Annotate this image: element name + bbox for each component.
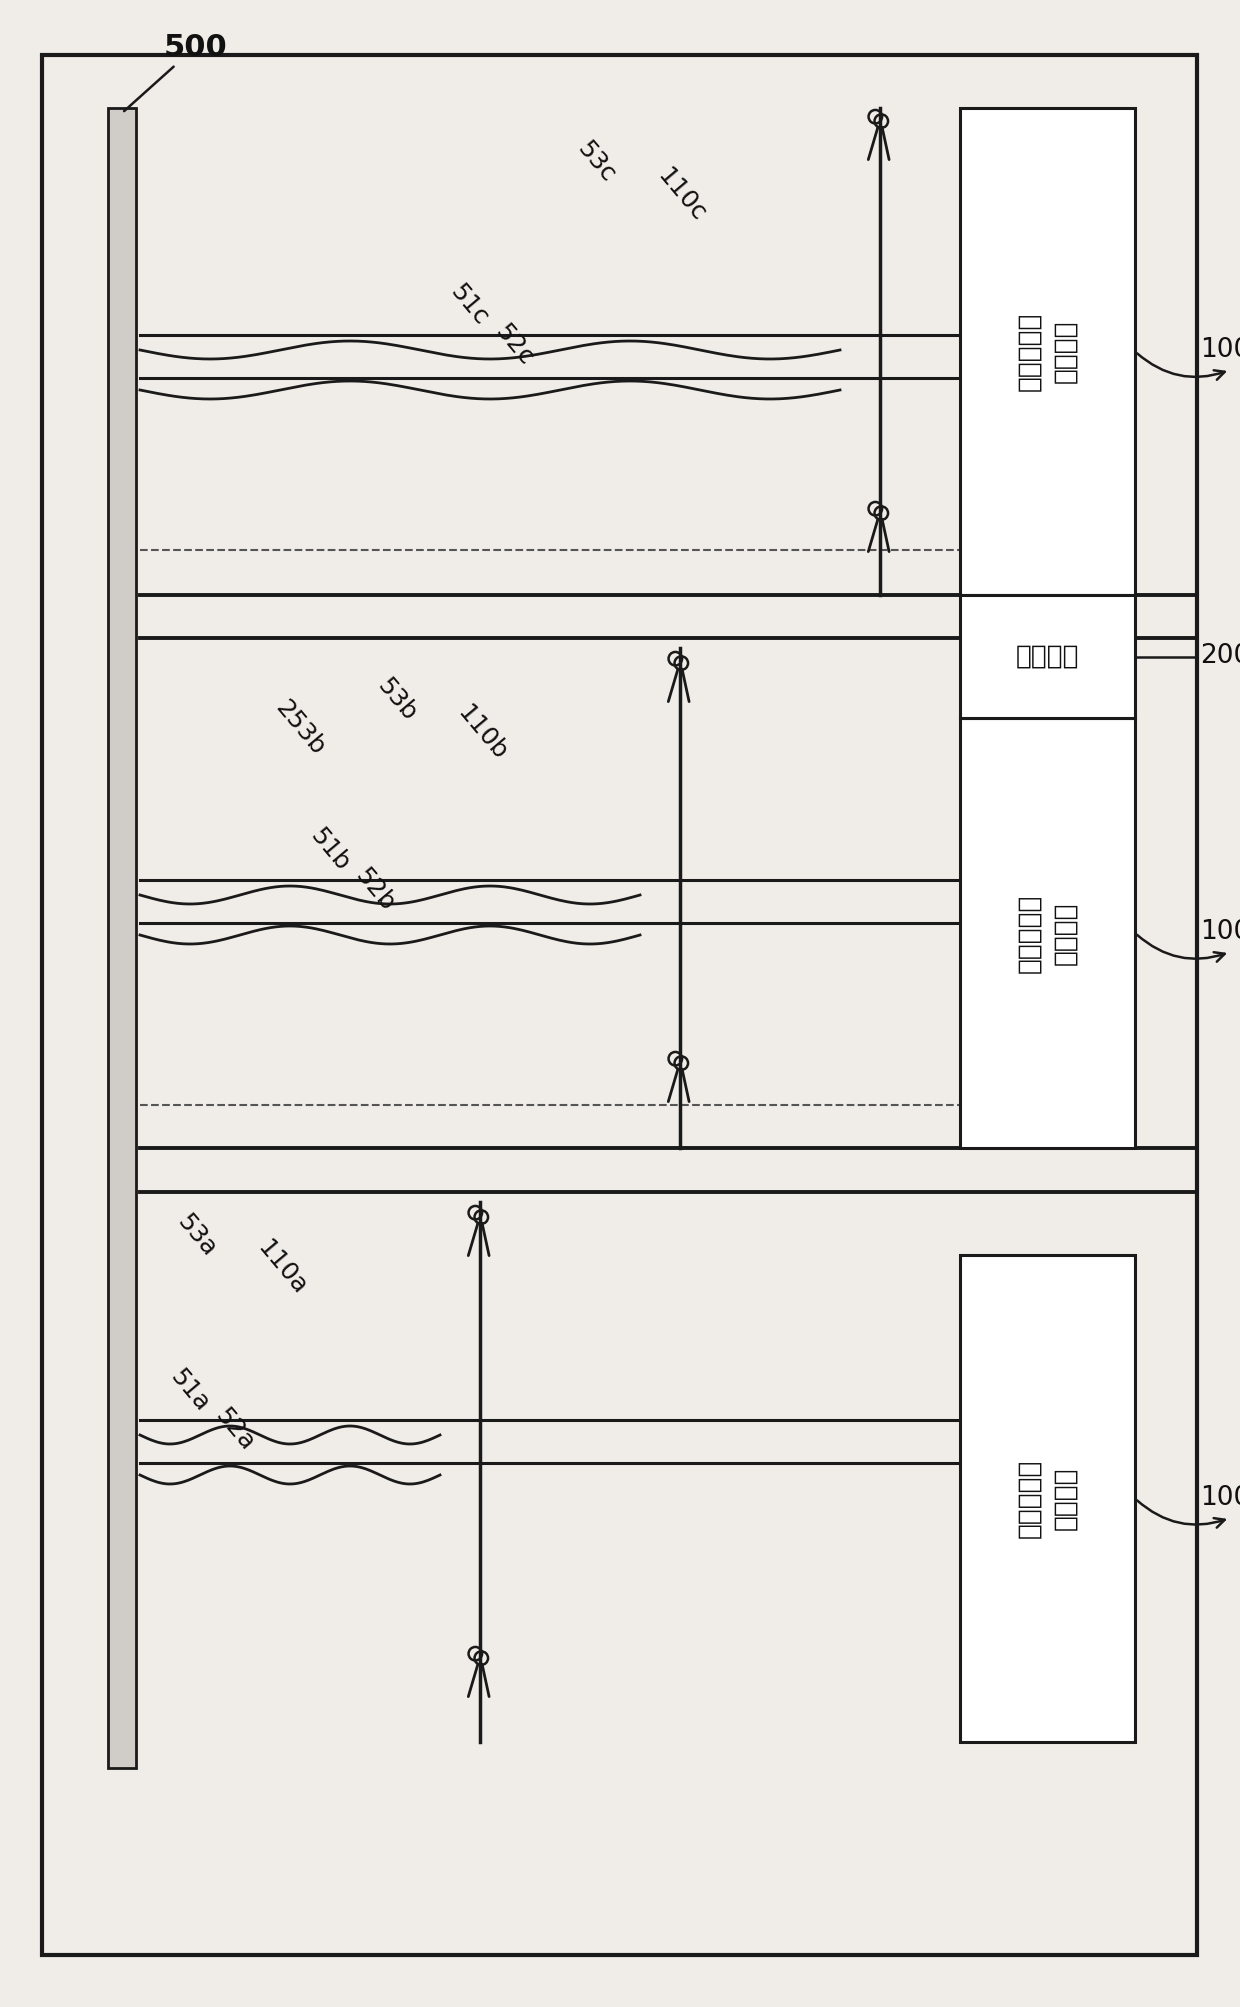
- Text: 52a: 52a: [210, 1405, 259, 1455]
- Bar: [960, 594, 1135, 719]
- Text: 51a: 51a: [165, 1365, 213, 1415]
- Text: 电动液压的
制动装备: 电动液压的 制动装备: [1017, 311, 1079, 391]
- Text: 100a: 100a: [1200, 1485, 1240, 1511]
- Bar: [108, 108, 136, 1768]
- Text: 100c: 100c: [1200, 337, 1240, 363]
- Text: 51c: 51c: [445, 279, 492, 329]
- FancyArrowPatch shape: [1137, 935, 1225, 961]
- Bar: [960, 719, 1135, 1148]
- Text: 51b: 51b: [305, 825, 353, 875]
- Text: 52c: 52c: [490, 319, 538, 369]
- Text: 53c: 53c: [572, 136, 620, 187]
- Text: 附加模块: 附加模块: [1016, 644, 1079, 670]
- Text: 110b: 110b: [453, 700, 511, 765]
- Text: 110c: 110c: [652, 165, 709, 227]
- Text: 52b: 52b: [350, 865, 399, 915]
- Text: 100b: 100b: [1200, 919, 1240, 945]
- Bar: [960, 1254, 1135, 1742]
- Text: 电动液压的
制动装备: 电动液压的 制动装备: [1017, 1459, 1079, 1537]
- FancyArrowPatch shape: [1137, 353, 1225, 379]
- Text: 253b: 253b: [270, 696, 329, 761]
- Bar: [960, 108, 1135, 594]
- Text: 500: 500: [124, 32, 227, 110]
- Text: 110a: 110a: [252, 1236, 311, 1301]
- Text: 200: 200: [1200, 642, 1240, 668]
- Text: 电动液压的
制动装备: 电动液压的 制动装备: [1017, 893, 1079, 973]
- Text: 53a: 53a: [172, 1210, 221, 1260]
- Text: 53b: 53b: [372, 674, 420, 727]
- FancyArrowPatch shape: [1137, 1501, 1225, 1527]
